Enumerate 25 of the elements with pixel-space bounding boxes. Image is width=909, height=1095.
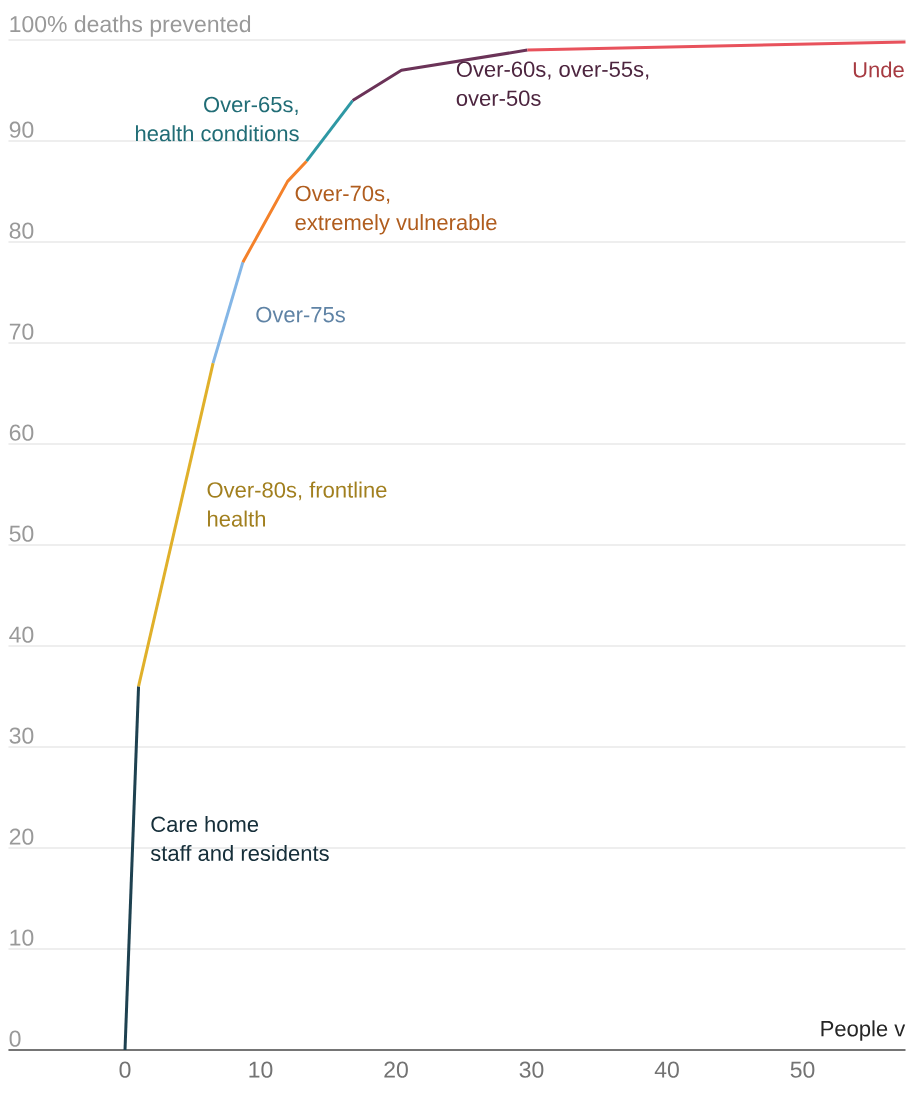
y-tick-label: 50 (9, 525, 34, 542)
y-tick-label: 80 (9, 222, 34, 239)
y-tick-label: 90 (9, 121, 34, 138)
y-tick-label: 100% deaths prevented (10, 15, 251, 37)
x-axis-title: People v (821, 1020, 906, 1041)
x-tick-label: 50 (790, 1061, 815, 1078)
series-label: Over-60s, over-55s, over-50s (456, 61, 649, 106)
x-tick-label: 40 (654, 1061, 679, 1078)
x-tick-label: 30 (519, 1061, 544, 1078)
y-tick-label: 40 (9, 626, 34, 643)
x-tick-label: 20 (384, 1061, 408, 1078)
y-tick-label: 70 (9, 323, 34, 340)
y-tick-label: 10 (10, 929, 34, 946)
series-label: Unde (853, 61, 904, 78)
y-tick-label: 60 (9, 424, 34, 441)
y-tick-label: 0 (9, 1030, 21, 1047)
y-tick-label: 20 (9, 828, 34, 845)
series-label: Over-75s (256, 306, 345, 323)
x-tick-label: 0 (119, 1061, 131, 1078)
series-label: Over-65s, health conditions (136, 96, 299, 142)
series-label: Over-70s, extremely vulnerable (295, 185, 497, 235)
series-label: Care home staff and residents (150, 815, 329, 862)
y-tick-label: 30 (9, 727, 34, 744)
series-label: Over-80s, frontline health (207, 481, 387, 527)
x-tick-label: 10 (249, 1061, 273, 1078)
